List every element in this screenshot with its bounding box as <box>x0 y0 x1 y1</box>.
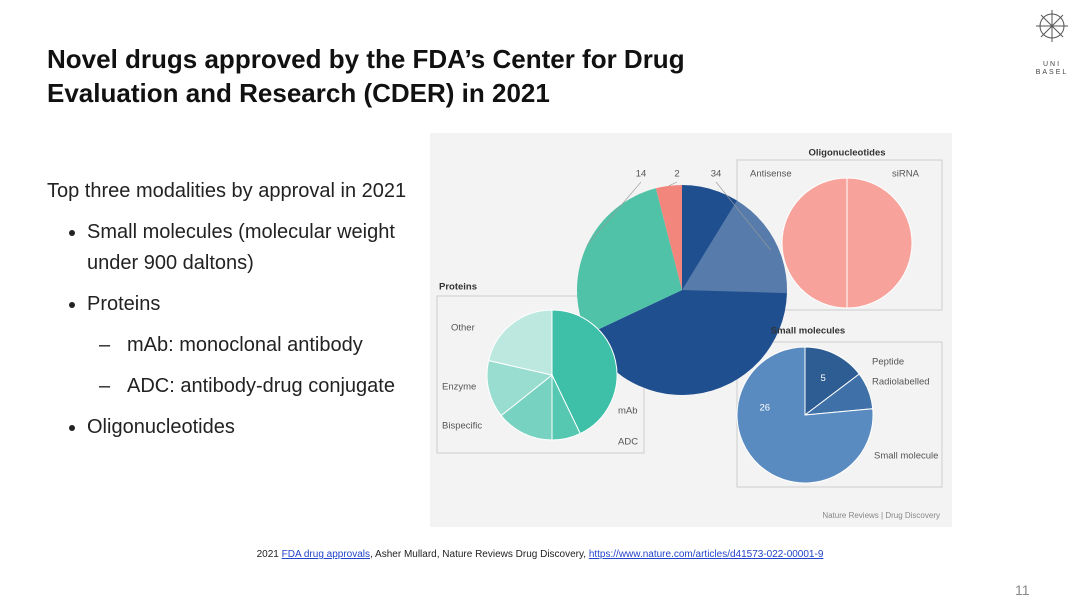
slice-name: Small molecule <box>874 451 938 462</box>
bullet: Proteins mAb: monoclonal antibody ADC: a… <box>87 289 407 402</box>
slice-value: 5 <box>821 373 826 384</box>
highlight <box>682 200 787 294</box>
sub-bullet: ADC: antibody-drug conjugate <box>127 371 407 402</box>
logo-text: UNI <box>1043 61 1061 68</box>
citation-text: , Asher Mullard, Nature Reviews Drug Dis… <box>370 549 589 560</box>
pie-slice <box>586 185 787 395</box>
panel-title: Proteins <box>439 282 477 293</box>
pie-slice <box>736 346 874 484</box>
body: Top three modalities by approval in 2021… <box>47 176 407 453</box>
citation: 2021 FDA drug approvals, Asher Mullard, … <box>0 549 1080 560</box>
slice-label: 14 <box>636 169 647 180</box>
pie-slice <box>500 373 553 441</box>
bullet-text: Proteins <box>87 293 161 315</box>
bullet: Small molecules (molecular weight under … <box>87 217 407 279</box>
bullet: Oligonucleotides <box>87 412 407 443</box>
bullets: Small molecules (molecular weight under … <box>47 217 407 443</box>
intro: Top three modalities by approval in 2021 <box>47 180 407 202</box>
link[interactable]: https://www.nature.com/articles/d41573-0… <box>588 549 824 560</box>
panel-title: Oligonucleotides <box>808 148 885 159</box>
logo <box>1036 10 1068 42</box>
slice-name: Peptide <box>872 357 904 368</box>
slice-name: Radiolabelled <box>872 377 930 388</box>
leader <box>586 181 642 246</box>
pie-slice <box>804 346 860 417</box>
pie-slice <box>655 185 682 290</box>
leader <box>715 181 771 251</box>
pie-slice <box>781 177 848 309</box>
slice-name: Other <box>451 323 475 334</box>
pie-slice <box>551 309 618 435</box>
title: Novel drugs approved by the FDA’s Center… <box>47 44 685 108</box>
sub-bullet: mAb: monoclonal antibody <box>127 330 407 361</box>
leader <box>668 181 678 187</box>
slice-value: 26 <box>759 403 770 414</box>
pie-slice <box>577 188 682 335</box>
slice-label: 2 <box>674 169 679 180</box>
panel-title: Small molecules <box>771 326 845 337</box>
slice-name: siRNA <box>892 169 920 180</box>
sub-bullets: mAb: monoclonal antibody ADC: antibody-d… <box>87 330 407 402</box>
page-number: 11 <box>1015 582 1030 598</box>
pie-slice <box>486 359 554 417</box>
slice-label: 34 <box>711 169 722 180</box>
slice-name: Enzyme <box>442 382 476 393</box>
citation-text: 2021 <box>256 549 282 560</box>
pie-slice <box>488 309 553 376</box>
slice-name: mAb <box>618 406 638 417</box>
credit: Nature Reviews | Drug Discovery <box>822 511 940 520</box>
slice-name: Antisense <box>750 169 792 180</box>
pie-slice <box>846 177 913 309</box>
link[interactable]: FDA drug approvals <box>281 549 371 560</box>
slice-name: ADC <box>618 437 638 448</box>
slice-name: Bispecific <box>442 421 482 432</box>
logo-text: BASEL <box>1036 69 1069 76</box>
